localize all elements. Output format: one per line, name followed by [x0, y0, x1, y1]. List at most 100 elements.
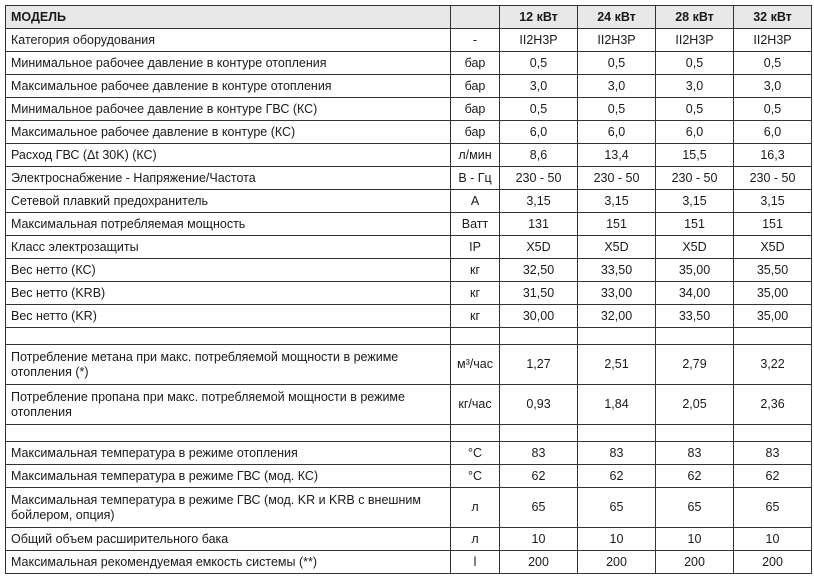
row-value: 35,00 [733, 281, 812, 305]
row-unit: Ватт [450, 212, 500, 236]
table-row: Максимальное рабочее давление в контуре … [5, 74, 812, 98]
table-row: Потребление пропана при макс. потребляем… [5, 384, 812, 425]
row-value: 230 - 50 [733, 166, 812, 190]
table-row: Класс электрозащиты IP X5D X5D X5D X5D [5, 235, 812, 259]
row-value: II2H3P [655, 28, 734, 52]
row-value: 34,00 [655, 281, 734, 305]
row-unit: бар [450, 51, 500, 75]
row-value: II2H3P [733, 28, 812, 52]
empty-cell [450, 424, 500, 442]
row-label: Сетевой плавкий предохранитель [5, 189, 451, 213]
row-value: 0,5 [733, 97, 812, 121]
table-row: Максимальная температура в режиме ГВС (м… [5, 487, 812, 528]
row-value: 2,05 [655, 384, 734, 425]
row-value: 1,84 [577, 384, 656, 425]
row-label: Потребление метана при макс. потребляемо… [5, 344, 451, 385]
row-value: 30,00 [499, 304, 578, 328]
row-value: 10 [499, 527, 578, 551]
row-value: 10 [655, 527, 734, 551]
row-value: X5D [655, 235, 734, 259]
table-row: Минимальное рабочее давление в контуре о… [5, 51, 812, 75]
row-value: X5D [499, 235, 578, 259]
row-unit: л [450, 527, 500, 551]
row-value: 31,50 [499, 281, 578, 305]
row-value: 6,0 [499, 120, 578, 144]
row-value: II2H3P [577, 28, 656, 52]
row-label: Максимальное рабочее давление в контуре … [5, 120, 451, 144]
row-value: 32,00 [577, 304, 656, 328]
empty-cell [577, 327, 656, 345]
row-unit: кг/час [450, 384, 500, 425]
header-model: МОДЕЛЬ [5, 5, 451, 29]
row-value: 83 [499, 441, 578, 465]
row-value: 230 - 50 [577, 166, 656, 190]
table-row: Общий объем расширительного бака л 10 10 10 1… [5, 527, 812, 551]
table-header-row: МОДЕЛЬ 12 кВт 24 кВт 28 кВт 32 кВт [5, 5, 812, 29]
empty-cell [450, 327, 500, 345]
empty-cell [499, 327, 578, 345]
row-value: 65 [655, 487, 734, 528]
empty-cell [5, 327, 451, 345]
row-value: 62 [733, 464, 812, 488]
row-unit: бар [450, 120, 500, 144]
row-value: 3,0 [655, 74, 734, 98]
row-value: 62 [655, 464, 734, 488]
row-value: 6,0 [577, 120, 656, 144]
table-row: Максимальная температура в режиме отопле… [5, 441, 812, 465]
table-row: Максимальное рабочее давление в контуре … [5, 120, 812, 144]
table-row: Вес нетто (KRB) кг 31,50 33,00 34,00 35,00 [5, 281, 812, 305]
row-value: 0,5 [577, 51, 656, 75]
row-value: 35,00 [655, 258, 734, 282]
table-row: Максимальная потребляемая мощность Ватт 13… [5, 212, 812, 236]
table-row: Расход ГВС (Δt 30K) (КС) л/мин 8,6 13,4 15,5… [5, 143, 812, 167]
table-row: Вес нетто (KR) кг 30,00 32,00 33,50 35,00 [5, 304, 812, 328]
row-unit: В - Гц [450, 166, 500, 190]
row-label: Вес нетто (KR) [5, 304, 451, 328]
row-value: 0,5 [577, 97, 656, 121]
row-value: 1,27 [499, 344, 578, 385]
row-unit: кг [450, 281, 500, 305]
row-value: 200 [577, 550, 656, 574]
row-label: Максимальное рабочее давление в контуре … [5, 74, 451, 98]
row-value: 3,15 [577, 189, 656, 213]
empty-cell [655, 424, 734, 442]
row-value: 3,0 [577, 74, 656, 98]
empty-row [5, 327, 812, 345]
table-row: Вес нетто (КС) кг 32,50 33,50 35,00 35,50 [5, 258, 812, 282]
header-col-28kw: 28 кВт [655, 5, 734, 29]
empty-cell [655, 327, 734, 345]
row-label: Максимальная температура в режиме ГВС (м… [5, 464, 451, 488]
row-value: 65 [733, 487, 812, 528]
row-unit: бар [450, 97, 500, 121]
header-col-24kw: 24 кВт [577, 5, 656, 29]
row-value: 2,51 [577, 344, 656, 385]
row-value: 33,50 [655, 304, 734, 328]
table-row: Электроснабжение - Напряжение/Частота В -… [5, 166, 812, 190]
row-label: Максимальная рекомендуемая емкость систе… [5, 550, 451, 574]
row-value: 83 [655, 441, 734, 465]
row-value: 2,36 [733, 384, 812, 425]
row-value: 200 [733, 550, 812, 574]
row-value: 6,0 [733, 120, 812, 144]
header-unit [450, 5, 500, 29]
row-value: 83 [733, 441, 812, 465]
row-label: Электроснабжение - Напряжение/Частота [5, 166, 451, 190]
row-value: 83 [577, 441, 656, 465]
table-row: Категория оборудования - II2H3P II2H3P II2H3… [5, 28, 812, 52]
row-value: 0,5 [655, 51, 734, 75]
row-value: 62 [577, 464, 656, 488]
row-value: 0,93 [499, 384, 578, 425]
specifications-table: МОДЕЛЬ 12 кВт 24 кВт 28 кВт 32 кВт Катег… [5, 5, 812, 574]
row-value: 62 [499, 464, 578, 488]
row-value: 0,5 [499, 51, 578, 75]
row-label: Максимальная потребляемая мощность [5, 212, 451, 236]
row-value: X5D [733, 235, 812, 259]
empty-cell [733, 327, 812, 345]
header-col-12kw: 12 кВт [499, 5, 578, 29]
row-label: Общий объем расширительного бака [5, 527, 451, 551]
row-label: Категория оборудования [5, 28, 451, 52]
row-unit: A [450, 189, 500, 213]
row-unit: °C [450, 464, 500, 488]
row-unit: °C [450, 441, 500, 465]
row-unit: кг [450, 258, 500, 282]
